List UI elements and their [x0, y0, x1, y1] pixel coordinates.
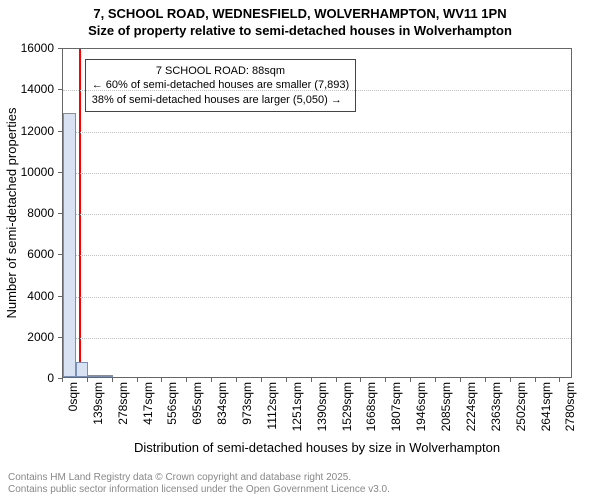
x-tick-mark: [87, 378, 88, 382]
footer-line-2: Contains public sector information licen…: [8, 484, 390, 496]
histogram-bar: [101, 375, 114, 377]
x-tick-mark: [186, 378, 187, 382]
histogram-bar: [88, 375, 101, 377]
reference-marker-line: [79, 49, 81, 377]
x-tick-label: 278sqm: [116, 382, 130, 425]
x-tick-label: 1807sqm: [389, 382, 403, 431]
y-tick-label: 4000: [27, 289, 54, 303]
gridline: [63, 132, 571, 133]
x-tick-label: 973sqm: [240, 382, 254, 425]
title-line-1: 7, SCHOOL ROAD, WEDNESFIELD, WOLVERHAMPT…: [0, 6, 600, 23]
y-tick-label: 10000: [21, 165, 54, 179]
footer-attribution: Contains HM Land Registry data © Crown c…: [8, 472, 390, 496]
y-tick-label: 8000: [27, 206, 54, 220]
x-tick-label: 1529sqm: [340, 382, 354, 431]
x-tick-label: 417sqm: [141, 382, 155, 425]
x-tick-mark: [435, 378, 436, 382]
x-tick-mark: [485, 378, 486, 382]
x-tick-label: 1251sqm: [290, 382, 304, 431]
chart-title: 7, SCHOOL ROAD, WEDNESFIELD, WOLVERHAMPT…: [0, 0, 600, 40]
gridline: [63, 338, 571, 339]
x-tick-label: 1390sqm: [315, 382, 329, 431]
gridline: [63, 214, 571, 215]
x-tick-mark: [410, 378, 411, 382]
x-axis-label: Distribution of semi-detached houses by …: [62, 440, 572, 455]
gridline: [63, 297, 571, 298]
x-tick-mark: [112, 378, 113, 382]
x-tick-label: 695sqm: [190, 382, 204, 425]
x-tick-mark: [311, 378, 312, 382]
x-tick-label: 1112sqm: [265, 382, 279, 430]
x-tick-mark: [211, 378, 212, 382]
x-tick-mark: [385, 378, 386, 382]
x-tick-mark: [460, 378, 461, 382]
x-tick-label: 0sqm: [66, 382, 80, 411]
x-tick-mark: [510, 378, 511, 382]
footer-line-1: Contains HM Land Registry data © Crown c…: [8, 472, 390, 484]
annotation-line-1: 7 SCHOOL ROAD: 88sqm: [92, 64, 349, 78]
annotation-box: 7 SCHOOL ROAD: 88sqm ← 60% of semi-detac…: [85, 59, 356, 112]
x-tick-label: 1946sqm: [414, 382, 428, 431]
y-tick-label: 14000: [21, 82, 54, 96]
gridline: [63, 90, 571, 91]
x-tick-mark: [535, 378, 536, 382]
annotation-line-3: 38% of semi-detached houses are larger (…: [92, 93, 349, 107]
x-tick-mark: [336, 378, 337, 382]
x-tick-mark: [261, 378, 262, 382]
gridline: [63, 255, 571, 256]
x-tick-mark: [236, 378, 237, 382]
x-tick-mark: [286, 378, 287, 382]
x-tick-label: 2641sqm: [539, 382, 553, 431]
y-tick-label: 12000: [21, 124, 54, 138]
x-tick-label: 139sqm: [91, 382, 105, 425]
x-tick-mark: [62, 378, 63, 382]
x-tick-label: 2502sqm: [514, 382, 528, 431]
histogram-bar: [63, 113, 76, 377]
x-tick-mark: [137, 378, 138, 382]
x-tick-label: 2085sqm: [439, 382, 453, 431]
title-line-2: Size of property relative to semi-detach…: [0, 23, 600, 40]
property-size-chart: 7, SCHOOL ROAD, WEDNESFIELD, WOLVERHAMPT…: [0, 0, 600, 500]
x-tick-mark: [360, 378, 361, 382]
y-tick-label: 2000: [27, 330, 54, 344]
x-tick-label: 1668sqm: [364, 382, 378, 431]
x-tick-label: 2363sqm: [489, 382, 503, 431]
gridline: [63, 173, 571, 174]
x-tick-label: 2780sqm: [563, 382, 577, 431]
x-tick-label: 556sqm: [165, 382, 179, 425]
y-axis-ticks: 0200040006000800010000120001400016000: [0, 48, 58, 378]
x-tick-label: 2224sqm: [464, 382, 478, 431]
x-tick-mark: [161, 378, 162, 382]
plot-area: 7 SCHOOL ROAD: 88sqm ← 60% of semi-detac…: [62, 48, 572, 378]
histogram-bar: [76, 362, 89, 377]
x-tick-mark: [559, 378, 560, 382]
y-tick-label: 16000: [21, 41, 54, 55]
y-tick-label: 6000: [27, 247, 54, 261]
x-tick-label: 834sqm: [215, 382, 229, 425]
y-tick-label: 0: [47, 371, 54, 385]
